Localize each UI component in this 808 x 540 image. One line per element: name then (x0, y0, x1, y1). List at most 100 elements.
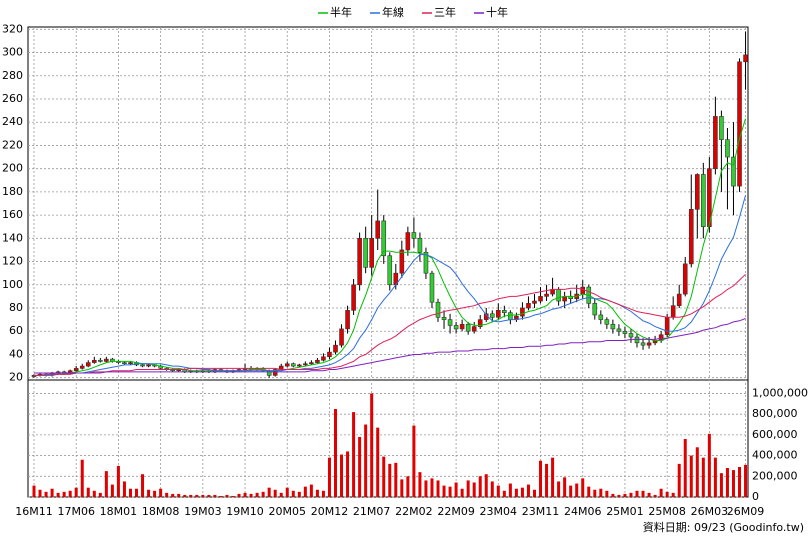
legend-label: 十年 (486, 5, 508, 19)
candle-body (622, 330, 628, 334)
volume-bar (382, 456, 386, 497)
x-tick-label: 22M09 (437, 505, 475, 518)
y-tick-label: 400,000 (752, 449, 798, 462)
candle-body (646, 342, 652, 346)
volume-bar (478, 476, 482, 497)
volume-bar (575, 483, 579, 497)
volume-bar (189, 494, 193, 497)
candle-body (333, 344, 338, 353)
candle-body (381, 220, 387, 257)
volume-bar (424, 480, 428, 497)
x-tick-label: 18M08 (142, 505, 180, 518)
volume-bar (303, 486, 307, 497)
x-tick-label: 18M01 (100, 505, 138, 518)
volume-bar (213, 494, 217, 497)
volume-bar (551, 457, 555, 497)
candle-body (92, 359, 97, 363)
candle-body (399, 249, 405, 274)
x-tick-label: 20M05 (269, 505, 307, 518)
x-tick-label: 23M04 (480, 505, 518, 518)
candle-body (628, 333, 634, 338)
y-tick-label: 40 (9, 347, 23, 360)
candle-body (351, 284, 356, 311)
ma-line (34, 273, 746, 376)
volume-bar (74, 487, 78, 497)
candle-body (538, 296, 543, 302)
candle-body (104, 358, 109, 362)
y-tick-label: 100 (2, 278, 23, 291)
ma-line (34, 195, 746, 376)
volume-bar (436, 480, 440, 497)
volume-bar (135, 488, 139, 497)
x-tick-label: 26M03 (691, 505, 729, 518)
candle-body (405, 232, 411, 251)
volume-bar (291, 490, 295, 497)
y-tick-label: 1,000,000 (752, 386, 808, 399)
volume-bar (593, 489, 597, 497)
candle-body (707, 168, 712, 228)
volume-bar (171, 493, 175, 497)
candle-body (598, 314, 604, 320)
volume-bar (315, 489, 319, 497)
volume-bar (430, 478, 434, 497)
volume-bar (376, 427, 380, 497)
volume-bar (587, 486, 591, 497)
candle-body (465, 323, 471, 332)
y-tick-label: 600,000 (752, 428, 798, 441)
volume-bar (80, 459, 84, 497)
volume-bar (400, 479, 404, 497)
volume-bar (346, 451, 350, 497)
x-tick-label: 25M08 (648, 505, 686, 518)
volume-bar (68, 490, 72, 497)
volume-bar (545, 463, 549, 497)
volume-bar (38, 489, 42, 497)
volume-bar (243, 492, 247, 497)
candle-body (453, 325, 459, 330)
volume-bar (32, 485, 36, 497)
volume-bar (418, 472, 422, 497)
y-tick-label: 80 (9, 301, 23, 314)
volume-bar (309, 484, 313, 497)
volume-bar (454, 482, 458, 497)
volume-bar (472, 482, 476, 497)
volume-bar (183, 494, 187, 497)
volume-bar (569, 485, 573, 497)
candle-body (128, 362, 133, 365)
volume-bar (738, 466, 742, 497)
volume-bar (285, 487, 289, 497)
x-tick-label: 25M01 (606, 505, 644, 518)
volume-bar (484, 474, 488, 497)
volume-bar (647, 492, 651, 497)
candle-body (272, 369, 278, 376)
volume-bar (581, 478, 585, 497)
x-tick-label: 20M12 (311, 505, 349, 518)
candle-body (290, 363, 296, 367)
volume-bar (153, 490, 157, 497)
volume-bar (279, 492, 283, 497)
candle-body (592, 303, 598, 316)
volume-bar (412, 425, 416, 497)
y-tick-label: 200,000 (752, 469, 798, 482)
y-tick-label: 60 (9, 324, 23, 337)
volume-bar (557, 481, 561, 497)
volume-bar (225, 494, 229, 497)
volume-bar (460, 488, 464, 497)
y-tick-label: 180 (2, 185, 23, 198)
y-tick-label: 300 (2, 46, 23, 59)
candle-body (477, 319, 483, 327)
volume-bar (122, 481, 126, 497)
volume-bar (502, 490, 506, 497)
x-tick-label: 24M06 (564, 505, 602, 518)
volume-bar (128, 488, 132, 497)
volume-bar (327, 457, 331, 497)
volume-bar (514, 488, 518, 497)
volume-bar (539, 460, 543, 497)
volume-bar (340, 454, 344, 497)
candle-body (580, 286, 586, 295)
x-tick-label: 19M10 (226, 505, 264, 518)
volume-bar (358, 436, 362, 497)
volume-bar (92, 490, 96, 497)
candle-body (544, 293, 549, 297)
